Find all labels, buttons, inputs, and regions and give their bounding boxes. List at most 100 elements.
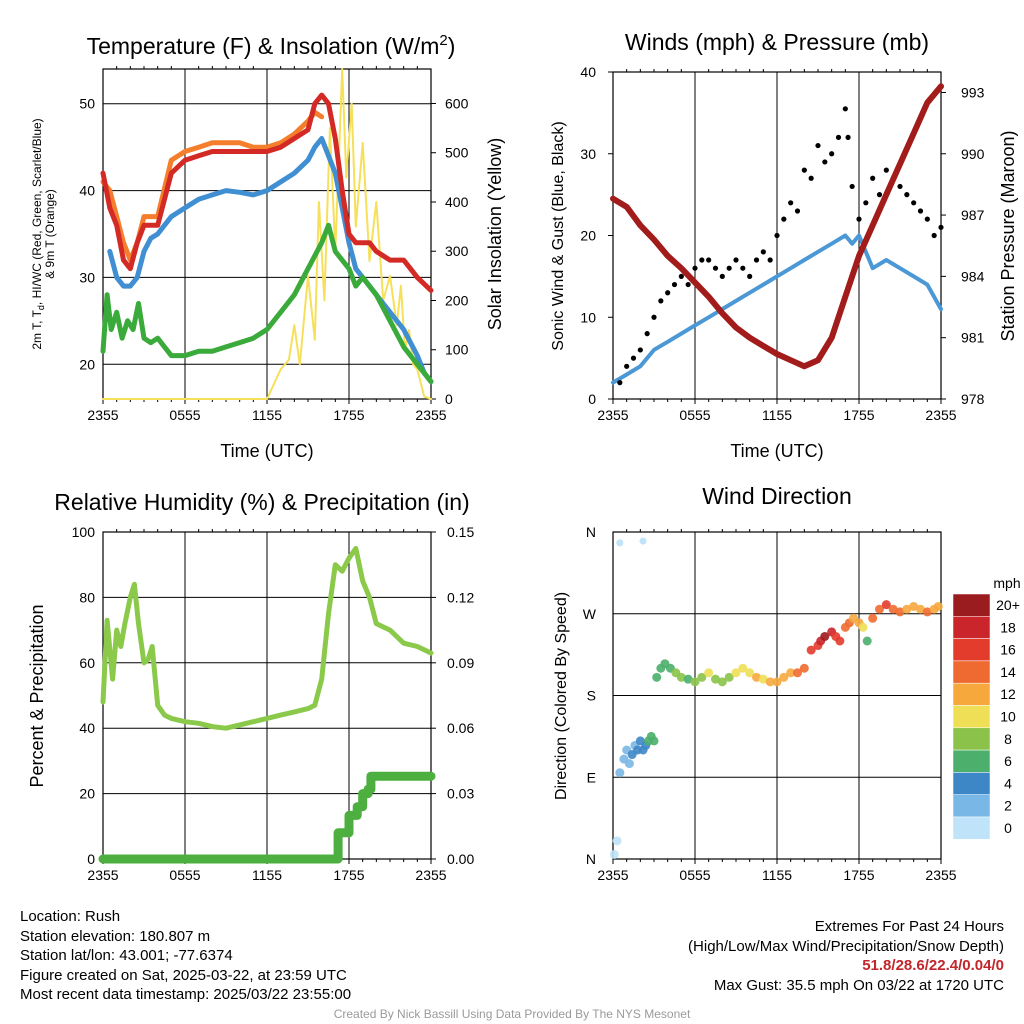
series-insolation [102, 68, 432, 400]
elevation-text: Station elevation: 180.807 m [20, 927, 211, 945]
direction-point [922, 607, 932, 617]
max-gust-text: Max Gust: 35.5 mph On 03/22 at 1720 UTC [713, 976, 1004, 994]
gust-point [617, 380, 623, 386]
x-tick-label: 1755 [333, 407, 364, 423]
title-end: ) [448, 33, 456, 59]
x-axis-label: Time (UTC) [730, 441, 823, 461]
gust-point [808, 175, 814, 181]
gust-point [904, 192, 910, 198]
direction-point [786, 668, 796, 678]
direction-point [875, 604, 884, 614]
latlon-text: Station lat/lon: 43.001; -77.6374 [20, 947, 233, 964]
gust-point [685, 281, 691, 288]
colorbar-swatch [952, 682, 991, 706]
x-tick-label: 0555 [169, 407, 200, 423]
direction-point [639, 537, 647, 545]
direction-point [895, 607, 905, 617]
gust-point [624, 363, 630, 369]
y2-tick-label: 990 [961, 146, 985, 162]
y-tick-label: 0 [87, 851, 95, 867]
y-axis-label-text: Percent & Precipitation [27, 604, 47, 787]
y-tick-label: 30 [580, 146, 596, 162]
ylabel-a: 2m T, T [30, 309, 44, 349]
direction-point [862, 636, 872, 646]
direction-point [888, 604, 898, 614]
colorbar-unit: mph [993, 575, 1020, 591]
direction-point [933, 601, 943, 611]
direction-point [612, 836, 622, 846]
direction-point [609, 849, 619, 859]
y-tick-label: N [586, 524, 596, 540]
gust-point [845, 134, 851, 140]
direction-point [902, 604, 912, 614]
created-text: Figure created on Sat, 2025-03-22, at 23… [20, 966, 347, 984]
y2-axis-label: Solar Insolation (Yellow) [485, 138, 505, 330]
x-tick-label: 1755 [843, 867, 874, 883]
direction-point [835, 636, 845, 646]
gust-point [924, 216, 930, 222]
x-tick-label: 0555 [679, 407, 710, 423]
y-tick-label: 40 [79, 720, 95, 736]
gust-point [651, 314, 657, 320]
gust-point [774, 232, 780, 239]
direction-point [697, 672, 707, 682]
gust-point [760, 249, 766, 255]
x-tick-label: 2355 [415, 867, 446, 883]
gust-point [876, 192, 883, 198]
y-tick-label: 80 [79, 589, 95, 605]
gust-point [637, 347, 643, 353]
colorbar-label: 0 [1004, 820, 1012, 836]
colorbar: mph 20+ 18 16 14 12 10 8 6 4 2 0 [952, 575, 1021, 840]
y-tick-label: S [587, 688, 596, 704]
y-axis-label: 2m T, Td, HI/WC (Red, Green, Scarlet/Blu… [30, 118, 57, 349]
x-tick-label: 0555 [679, 867, 710, 883]
gust-point [815, 142, 821, 149]
direction-point [676, 672, 686, 682]
direction-point [624, 759, 634, 769]
gust-point [829, 151, 835, 157]
y2-tick-label: 300 [445, 243, 469, 259]
y2-tick-label: 981 [961, 330, 985, 346]
gust-point [740, 265, 746, 271]
gust-point [692, 265, 698, 271]
x-tick-label: 2355 [925, 867, 956, 883]
direction-point [820, 631, 830, 641]
colorbar-swatch [952, 593, 991, 617]
gust-point [801, 167, 807, 173]
gust-point [883, 167, 889, 173]
series-pressure [610, 83, 944, 370]
y2-tick-label: 600 [445, 95, 469, 111]
gust-point [767, 257, 773, 263]
x-tick-label: 0555 [169, 867, 200, 883]
colorbar-label: 12 [1000, 686, 1016, 702]
gust-point [897, 183, 903, 190]
y-tick-label: W [583, 606, 597, 622]
direction-point [752, 672, 761, 682]
direction-point [652, 672, 662, 682]
x-tick-label: 2355 [87, 867, 118, 883]
y-axis-label-text: Sonic Wind & Gust (Blue, Black) [550, 121, 567, 350]
colorbar-label: 16 [1000, 642, 1016, 658]
direction-point [765, 677, 775, 687]
chart-title: Winds (mph) & Pressure (mb) [625, 29, 929, 55]
y2-tick-label: 0.12 [447, 589, 474, 605]
colorbar-swatch [952, 772, 991, 795]
y2-tick-label: 0.09 [447, 655, 474, 671]
gust-point [753, 257, 760, 263]
y-tick-label: 60 [79, 655, 95, 671]
location-text: Location: Rush [20, 908, 121, 925]
extremes-values: 51.8/28.6/22.4/0.04/0 [862, 957, 1004, 974]
gust-point [665, 290, 671, 296]
direction-point [683, 674, 693, 684]
gust-point [788, 200, 794, 206]
y2-axis-label-text: Station Pressure (Maroon) [998, 130, 1018, 341]
colorbar-label: 4 [1004, 775, 1012, 791]
colorbar-swatch [952, 638, 991, 662]
y-axis-label: Percent & Precipitation [27, 604, 47, 787]
chart-title: Relative Humidity (%) & Precipitation (i… [54, 489, 469, 515]
colorbar-label: 2 [1004, 798, 1012, 814]
y-tick-label: 20 [79, 786, 95, 802]
chart-title: Wind Direction [702, 483, 852, 509]
y-tick-label: 20 [79, 356, 95, 372]
y-tick-label: 100 [72, 524, 96, 540]
